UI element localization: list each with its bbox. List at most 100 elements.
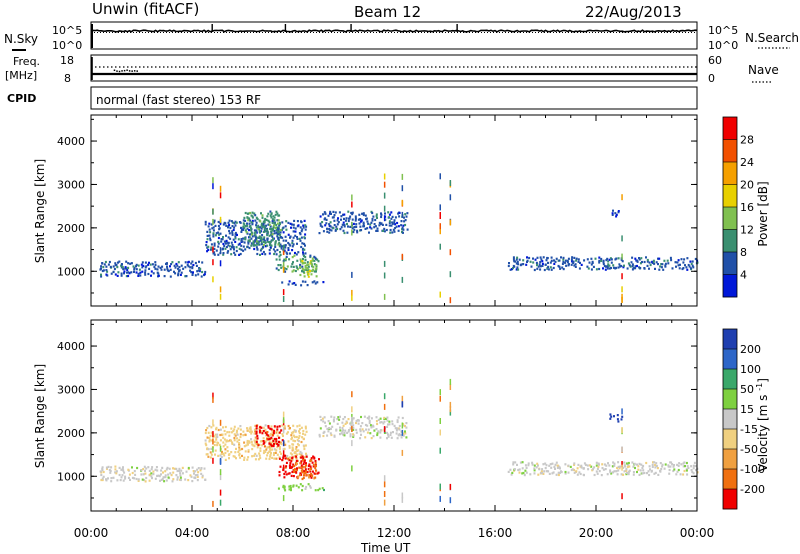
- scatter-cell: [300, 464, 303, 467]
- scatter-cell: [239, 456, 242, 459]
- scatter-cell: [398, 428, 401, 431]
- scatter-cell: [669, 465, 672, 468]
- scatter-cell: [180, 264, 183, 267]
- scatter-cell: [556, 464, 559, 467]
- sporadic-echo: [219, 489, 222, 496]
- scatter-cell: [290, 460, 293, 463]
- scatter-cell: [660, 468, 663, 471]
- scatter-cell: [244, 248, 247, 251]
- scatter-cell: [230, 451, 233, 454]
- scatter-cell: [625, 469, 628, 472]
- scatter-cell: [352, 428, 355, 431]
- scatter-cell: [365, 217, 368, 220]
- scatter-cell: [525, 466, 528, 469]
- scatter-cell: [196, 479, 199, 482]
- scatter-cell: [99, 470, 102, 473]
- scatter-cell: [364, 227, 367, 230]
- scatter-cell: [302, 457, 305, 460]
- scatter-cell: [200, 467, 203, 470]
- scatter-cell: [269, 246, 272, 249]
- scatter-cell: [540, 258, 543, 261]
- scatter-cell: [288, 446, 291, 449]
- sporadic-echo: [282, 244, 285, 251]
- scatter-cell: [276, 212, 279, 215]
- scatter-cell: [264, 431, 267, 434]
- scatter-cell: [659, 462, 662, 465]
- scatter-cell: [516, 266, 519, 269]
- scatter-cell: [293, 254, 296, 257]
- scatter-cell: [349, 433, 352, 436]
- scatter-cell: [263, 449, 266, 452]
- scatter-cell: [292, 439, 295, 442]
- scatter-cell: [560, 256, 562, 259]
- scatter-cell: [576, 473, 579, 476]
- scatter-cell: [509, 268, 512, 271]
- scatter-cell: [267, 425, 270, 428]
- scatter-cell: [109, 265, 112, 268]
- scatter-cell: [283, 267, 286, 270]
- scatter-cell: [508, 262, 510, 265]
- scatter-cell: [332, 418, 335, 421]
- scatter-cell: [405, 422, 408, 425]
- scatter-cell: [294, 468, 296, 471]
- scatter-cell: [626, 471, 629, 474]
- scatter-cell: [221, 238, 224, 241]
- scatter-cell: [249, 224, 252, 228]
- scatter-cell: [258, 236, 261, 239]
- nave-dip: [116, 70, 118, 72]
- scatter-cell: [274, 250, 277, 253]
- scatter-cell: [610, 415, 613, 418]
- sporadic-echo: [219, 293, 222, 300]
- scatter-cell: [259, 253, 261, 256]
- scatter-cell: [348, 217, 351, 220]
- scatter-cell: [129, 478, 131, 481]
- scatter-cell: [204, 478, 207, 481]
- scatter-cell: [210, 426, 213, 429]
- scatter-cell: [209, 237, 212, 240]
- scatter-cell: [216, 444, 219, 447]
- scatter-cell: [277, 264, 280, 267]
- scatter-cell: [134, 473, 137, 476]
- scatter-cell: [666, 259, 669, 262]
- scatter-cell: [521, 467, 524, 470]
- scatter-cell: [375, 229, 378, 232]
- scatter-cell: [694, 464, 697, 468]
- scatter-cell: [204, 270, 207, 274]
- sporadic-echo: [621, 235, 623, 242]
- scatter-cell: [302, 462, 305, 466]
- scatter-cell: [283, 472, 286, 476]
- scatter-cell: [179, 476, 182, 479]
- scatter-cell: [366, 220, 369, 223]
- scatter-cell: [366, 227, 369, 230]
- scatter-cell: [342, 418, 345, 421]
- scatter-cell: [227, 226, 229, 229]
- scatter-cell: [598, 267, 601, 271]
- scatter-cell: [291, 458, 294, 461]
- scatter-cell: [632, 473, 635, 476]
- scatter-cell: [386, 437, 388, 440]
- scatter-cell: [634, 257, 637, 260]
- scatter-cell: [574, 265, 577, 268]
- scatter-cell: [304, 468, 307, 471]
- scatter-cell: [311, 461, 314, 464]
- noise-trace: [90, 24, 698, 48]
- scatter-cell: [610, 472, 613, 475]
- scatter-cell: [573, 462, 576, 465]
- ytick-label: 1000: [57, 470, 85, 483]
- scatter-cell: [309, 460, 312, 463]
- sporadic-echo: [383, 426, 386, 433]
- scatter-cell: [623, 464, 626, 467]
- scatter-cell: [395, 432, 398, 435]
- sporadic-echo: [621, 408, 623, 415]
- scatter-cell: [253, 212, 256, 215]
- scatter-cell: [361, 428, 364, 431]
- scatter-cell: [342, 429, 345, 432]
- scatter-cell: [604, 468, 607, 471]
- scatter-cell: [359, 218, 362, 221]
- scatter-cell: [287, 472, 290, 475]
- scatter-cell: [292, 448, 295, 451]
- scatter-cell: [598, 261, 601, 264]
- sporadic-echo: [212, 259, 214, 266]
- scatter-cell: [377, 418, 380, 421]
- scatter-cell: [628, 469, 631, 472]
